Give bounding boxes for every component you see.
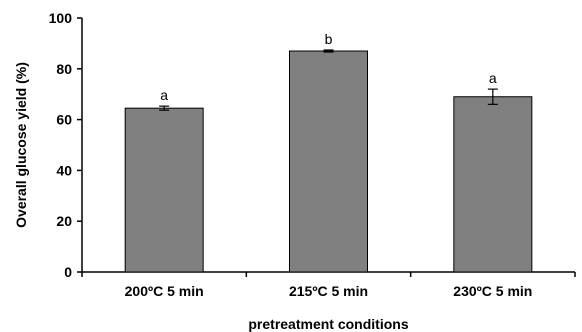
y-axis-title: Overall glucose yield (%) [13,62,29,228]
y-axis-ticks: 0 20 40 60 80 100 [49,10,82,280]
x-axis-title: pretreatment conditions [248,316,408,332]
significance-labels-group: a b a [160,31,497,103]
x-tick-label: 215ºC 5 min [289,283,368,299]
bar [289,50,368,273]
bar [124,107,204,273]
y-tick-label: 100 [49,10,73,26]
y-tick-label: 80 [56,61,72,77]
y-tick-label: 60 [56,112,72,128]
y-tick-label: 40 [56,162,72,178]
x-tick-label: 200ºC 5 min [125,283,204,299]
plot-area: 0 20 40 60 80 100 200ºC 5 min 215ºC 5 min 230ºC… [49,10,576,299]
y-tick-label: 20 [56,213,72,229]
bars-group [124,50,533,273]
x-axis-ticks: 200ºC 5 min 215ºC 5 min 230ºC 5 min [81,272,576,299]
bar [453,96,533,273]
x-tick-label: 230ºC 5 min [453,283,532,299]
significance-label: b [325,31,333,47]
error-bars-group [159,49,498,111]
y-tick-label: 0 [64,264,72,280]
significance-label: a [160,87,168,103]
significance-label: a [489,70,497,86]
